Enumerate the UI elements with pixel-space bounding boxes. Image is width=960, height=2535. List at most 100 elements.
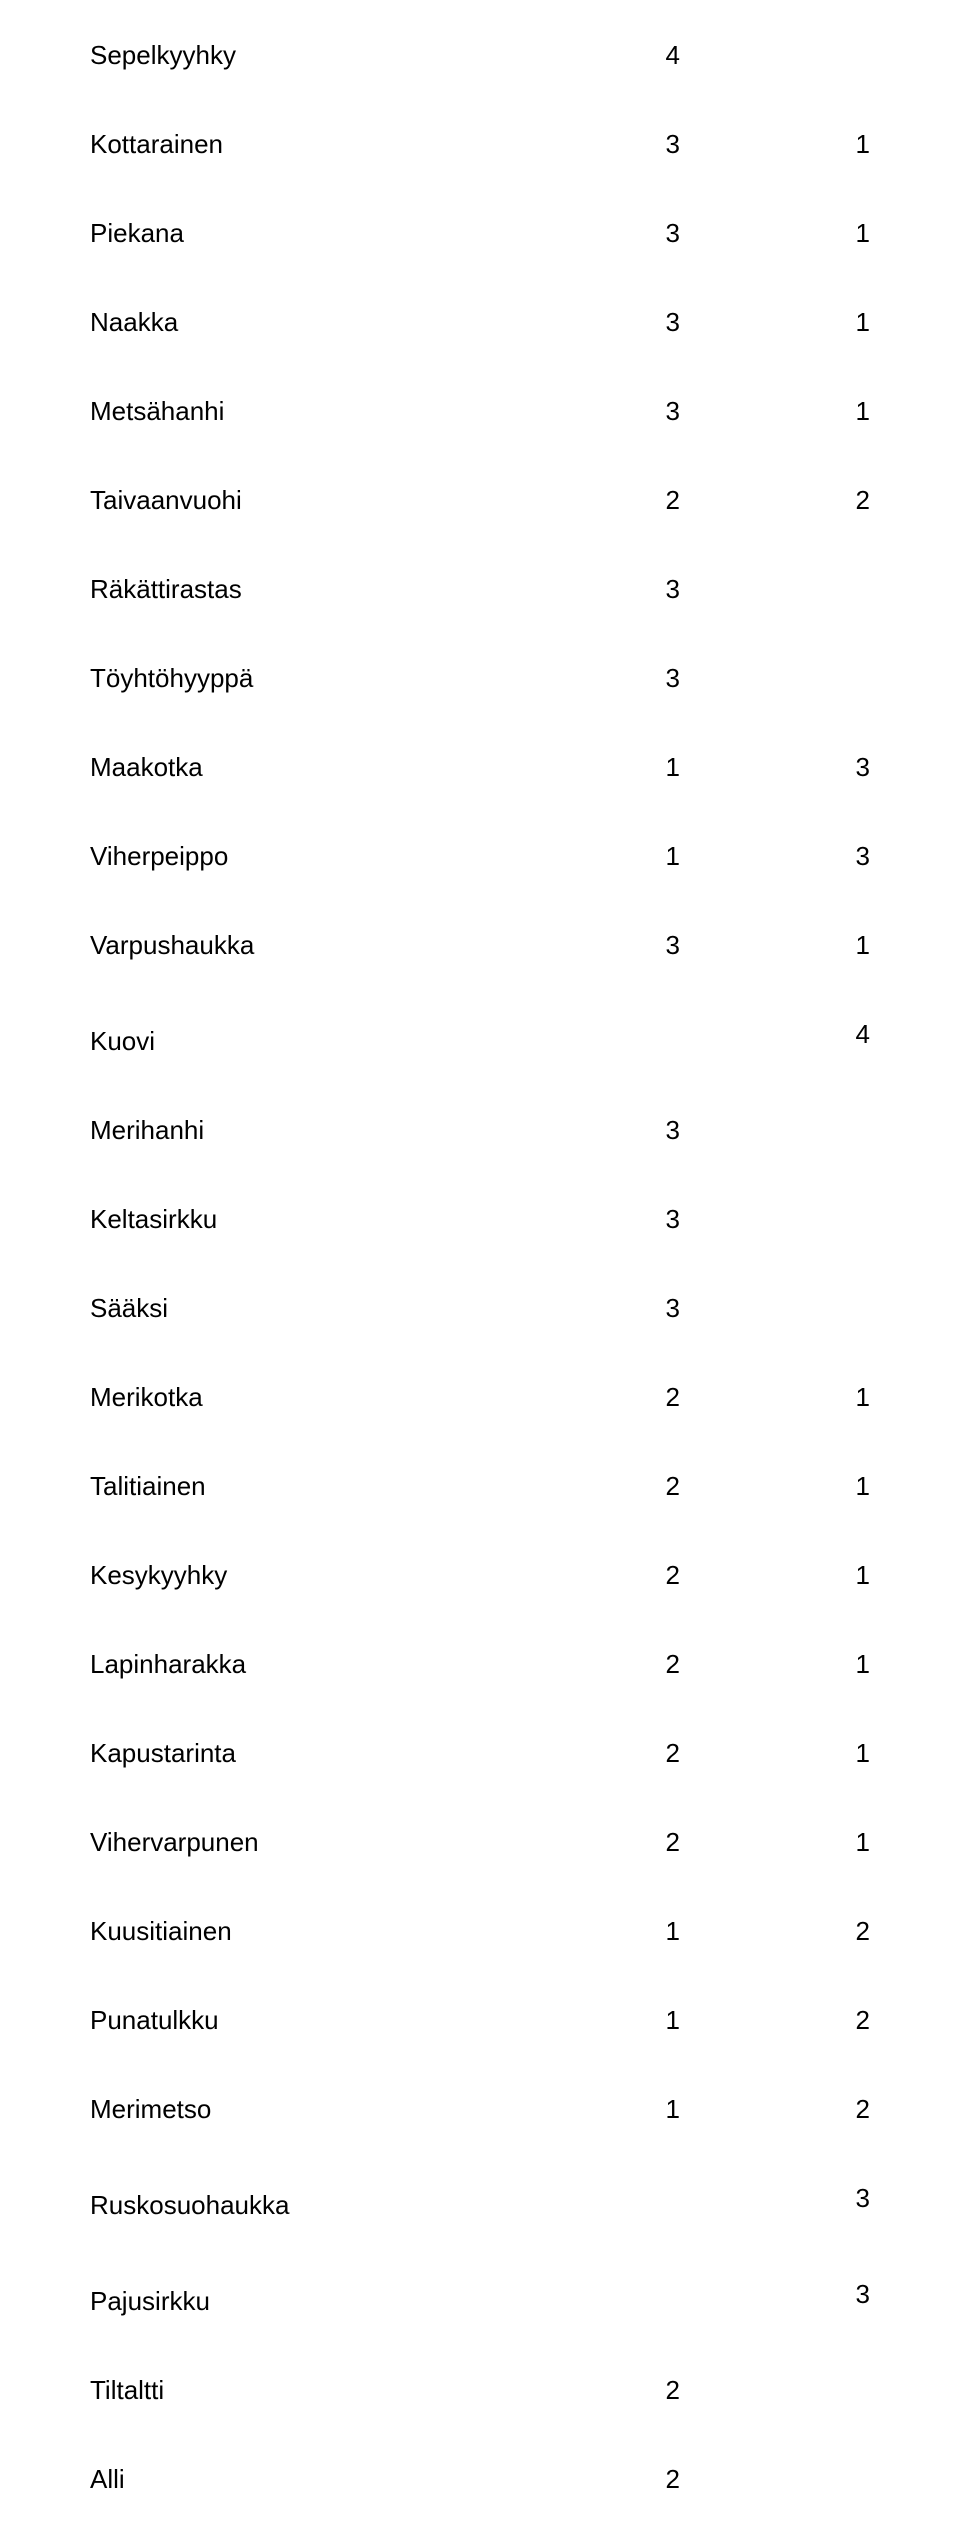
col-1: 2 <box>490 1471 680 1502</box>
species-name: Pajusirkku <box>90 2286 210 2317</box>
value-columns: 22 <box>490 485 870 516</box>
col-2: 1 <box>680 1560 870 1591</box>
table-row: Talitiainen 21 <box>90 1471 870 1502</box>
table-row: Lapinharakka21 <box>90 1649 870 1680</box>
species-name: Viherpeippo <box>90 841 228 872</box>
table-row: Kesykyyhky 21 <box>90 1560 870 1591</box>
col-2: 1 <box>680 1382 870 1413</box>
col-1: 1 <box>490 2094 680 2125</box>
value-columns: 21 <box>490 1560 870 1591</box>
table-row: Kottarainen 31 <box>90 129 870 160</box>
col-1: 3 <box>490 574 680 605</box>
species-name: Naakka <box>90 307 178 338</box>
table-row: Naakka 31 <box>90 307 870 338</box>
col-2: 1 <box>680 307 870 338</box>
col-2: 2 <box>680 1916 870 1947</box>
species-name: Sepelkyyhky <box>90 40 236 71</box>
species-name: Talitiainen <box>90 1471 206 1502</box>
col-1: 2 <box>490 1738 680 1769</box>
table-row: Kuovi 4 <box>90 1019 870 1057</box>
col-1: 1 <box>490 2005 680 2036</box>
table-row: Metsähanhi 31 <box>90 396 870 427</box>
species-table: Sepelkyyhky4Kottarainen31Piekana31Naakka… <box>0 0 960 2535</box>
col-1: 2 <box>490 1649 680 1680</box>
col-2: 3 <box>680 752 870 783</box>
value-columns: 12 <box>490 2094 870 2125</box>
col-2: 2 <box>680 2005 870 2036</box>
value-columns: 2 <box>490 2464 870 2495</box>
species-name: Räkättirastas <box>90 574 242 605</box>
value-columns: 21 <box>490 1471 870 1502</box>
species-name: Taivaanvuohi <box>90 485 242 516</box>
species-name: Tiltaltti <box>90 2375 164 2406</box>
value-columns: 21 <box>490 1827 870 1858</box>
col-1: 2 <box>490 1382 680 1413</box>
table-row: Kapustarinta 21 <box>90 1738 870 1769</box>
value-columns: 21 <box>490 1738 870 1769</box>
value-columns: 4 <box>490 40 870 71</box>
table-row: Piekana 31 <box>90 218 870 249</box>
col-1: 3 <box>490 930 680 961</box>
col-1: 4 <box>490 40 680 71</box>
col-1: 3 <box>490 1115 680 1146</box>
col-1: 2 <box>490 2464 680 2495</box>
species-name: Kesykyyhky <box>90 1560 227 1591</box>
col-2: 1 <box>680 129 870 160</box>
species-name: Alli <box>90 2464 125 2495</box>
value-columns: 31 <box>490 129 870 160</box>
value-columns: 3 <box>490 574 870 605</box>
species-name: Kapustarinta <box>90 1738 236 1769</box>
col-1: 1 <box>490 1916 680 1947</box>
col-1: 3 <box>490 307 680 338</box>
col-2: 1 <box>680 1827 870 1858</box>
species-name: Kuusitiainen <box>90 1916 232 1947</box>
table-row: Merihanhi3 <box>90 1115 870 1146</box>
col-1: 3 <box>490 663 680 694</box>
value-columns: 2 <box>490 2375 870 2406</box>
table-row: Merimetso12 <box>90 2094 870 2125</box>
species-name: Kottarainen <box>90 129 223 160</box>
col-1: 1 <box>490 752 680 783</box>
value-columns: 3 <box>490 1204 870 1235</box>
table-row: Ruskosuohaukka3 <box>90 2183 870 2221</box>
value-columns: 3 <box>490 663 870 694</box>
table-row: Töyhtöhyyppä3 <box>90 663 870 694</box>
col-2: 1 <box>680 1738 870 1769</box>
species-name: Ruskosuohaukka <box>90 2190 289 2221</box>
table-row: Kuusitiainen 12 <box>90 1916 870 1947</box>
value-columns: 31 <box>490 307 870 338</box>
species-name: Metsähanhi <box>90 396 224 427</box>
table-row: Sepelkyyhky 4 <box>90 40 870 71</box>
species-name: Punatulkku <box>90 2005 219 2036</box>
value-columns: 3 <box>490 1115 870 1146</box>
col-2: 3 <box>680 841 870 872</box>
value-columns: 12 <box>490 1916 870 1947</box>
table-row: Räkättirastas 3 <box>90 574 870 605</box>
col-2: 2 <box>680 485 870 516</box>
value-columns: 13 <box>490 841 870 872</box>
table-row: Punatulkku 12 <box>90 2005 870 2036</box>
value-columns: 31 <box>490 218 870 249</box>
value-columns: 12 <box>490 2005 870 2036</box>
table-row: Alli 2 <box>90 2464 870 2495</box>
col-1: 3 <box>490 396 680 427</box>
col-2: 4 <box>680 1019 870 1050</box>
table-row: Pajusirkku 3 <box>90 2279 870 2317</box>
col-2: 1 <box>680 396 870 427</box>
value-columns: 13 <box>490 752 870 783</box>
col-1: 3 <box>490 218 680 249</box>
col-2: 2 <box>680 2094 870 2125</box>
species-name: Piekana <box>90 218 184 249</box>
value-columns: 31 <box>490 930 870 961</box>
col-2: 3 <box>680 2279 870 2310</box>
col-1: 3 <box>490 1293 680 1324</box>
col-1: 2 <box>490 485 680 516</box>
table-row: Merikotka21 <box>90 1382 870 1413</box>
value-columns: 3 <box>490 1293 870 1324</box>
table-row: Maakotka13 <box>90 752 870 783</box>
value-columns: 3 <box>490 2279 870 2310</box>
species-name: Vihervarpunen <box>90 1827 259 1858</box>
col-1: 3 <box>490 129 680 160</box>
col-2: 1 <box>680 930 870 961</box>
species-name: Kuovi <box>90 1026 155 1057</box>
